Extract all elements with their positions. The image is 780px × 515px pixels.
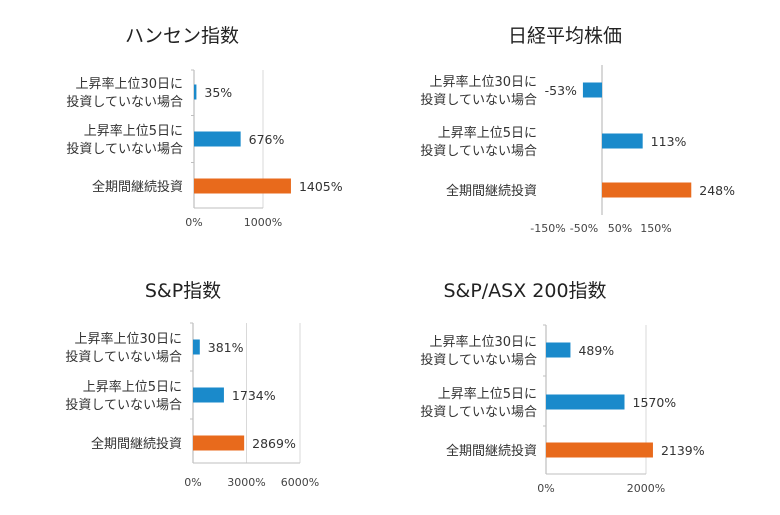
bar: [194, 131, 241, 147]
category-label: 投資していない場合: [420, 404, 537, 420]
bar: [193, 435, 245, 451]
data-label: 35%: [204, 85, 232, 100]
x-tick-label: -150%: [530, 222, 565, 235]
category-label: 投資していない場合: [66, 94, 183, 110]
category-label: 全期間継続投資: [446, 183, 537, 199]
x-tick-label: 2000%: [627, 482, 665, 495]
x-tick-label: 1000%: [244, 216, 282, 229]
category-label: 上昇率上位5日に: [83, 379, 182, 395]
category-label: 上昇率上位5日に: [438, 125, 537, 141]
bar: [193, 339, 200, 355]
category-label: 上昇率上位5日に: [84, 123, 183, 139]
category-label: 上昇率上位30日に: [74, 331, 182, 347]
x-tick-label: 0%: [184, 476, 201, 489]
data-label: 1734%: [232, 388, 276, 403]
category-label: 上昇率上位30日に: [429, 334, 537, 350]
bar: [546, 342, 571, 358]
data-label: 113%: [651, 134, 687, 149]
bar: [546, 442, 653, 458]
chart-title: ハンセン指数: [125, 25, 239, 47]
data-label: 489%: [578, 343, 614, 358]
x-tick-label: 0%: [185, 216, 202, 229]
category-label: 投資していない場合: [420, 92, 537, 108]
chart-title: 日経平均株価: [508, 25, 622, 47]
category-label: 全期間継続投資: [91, 436, 182, 452]
chart-panel: S&P/ASX 200指数 0% 2000% 489% 上昇率上位30日に投資していない…: [420, 280, 704, 495]
x-tick-label: 0%: [537, 482, 554, 495]
bar: [602, 182, 692, 198]
category-label: 投資していない場合: [66, 141, 183, 157]
bar: [546, 394, 625, 410]
bar: [193, 387, 224, 403]
chart-title: S&P/ASX 200指数: [443, 280, 606, 302]
data-label: -53%: [545, 83, 577, 98]
bar: [602, 133, 643, 149]
category-label: 投資していない場合: [420, 352, 537, 368]
data-label: 2869%: [252, 436, 296, 451]
data-label: 676%: [249, 132, 285, 147]
data-label: 1405%: [299, 179, 343, 194]
bar: [582, 82, 602, 98]
x-tick-label: 6000%: [281, 476, 319, 489]
x-tick-label: 3000%: [227, 476, 265, 489]
bar: [194, 178, 291, 194]
chart-panel: 日経平均株価 -150% -50% 50% 150% -53% 上昇率上位30日に投資してい…: [420, 25, 735, 235]
bar: [194, 84, 197, 100]
data-label: 2139%: [661, 443, 705, 458]
x-tick-label: -50%: [570, 222, 598, 235]
category-label: 投資していない場合: [65, 349, 182, 365]
category-label: 上昇率上位30日に: [429, 74, 537, 90]
data-label: 381%: [208, 340, 244, 355]
data-label: 248%: [699, 183, 735, 198]
chart-title: S&P指数: [145, 280, 221, 302]
data-label: 1570%: [633, 395, 677, 410]
x-tick-label: 50%: [608, 222, 632, 235]
category-label: 全期間継続投資: [446, 443, 537, 459]
x-tick-label: 150%: [640, 222, 671, 235]
category-label: 投資していない場合: [65, 397, 182, 413]
category-label: 上昇率上位30日に: [75, 76, 183, 92]
category-label: 上昇率上位5日に: [438, 386, 537, 402]
category-label: 全期間継続投資: [92, 179, 183, 195]
category-label: 投資していない場合: [420, 143, 537, 159]
